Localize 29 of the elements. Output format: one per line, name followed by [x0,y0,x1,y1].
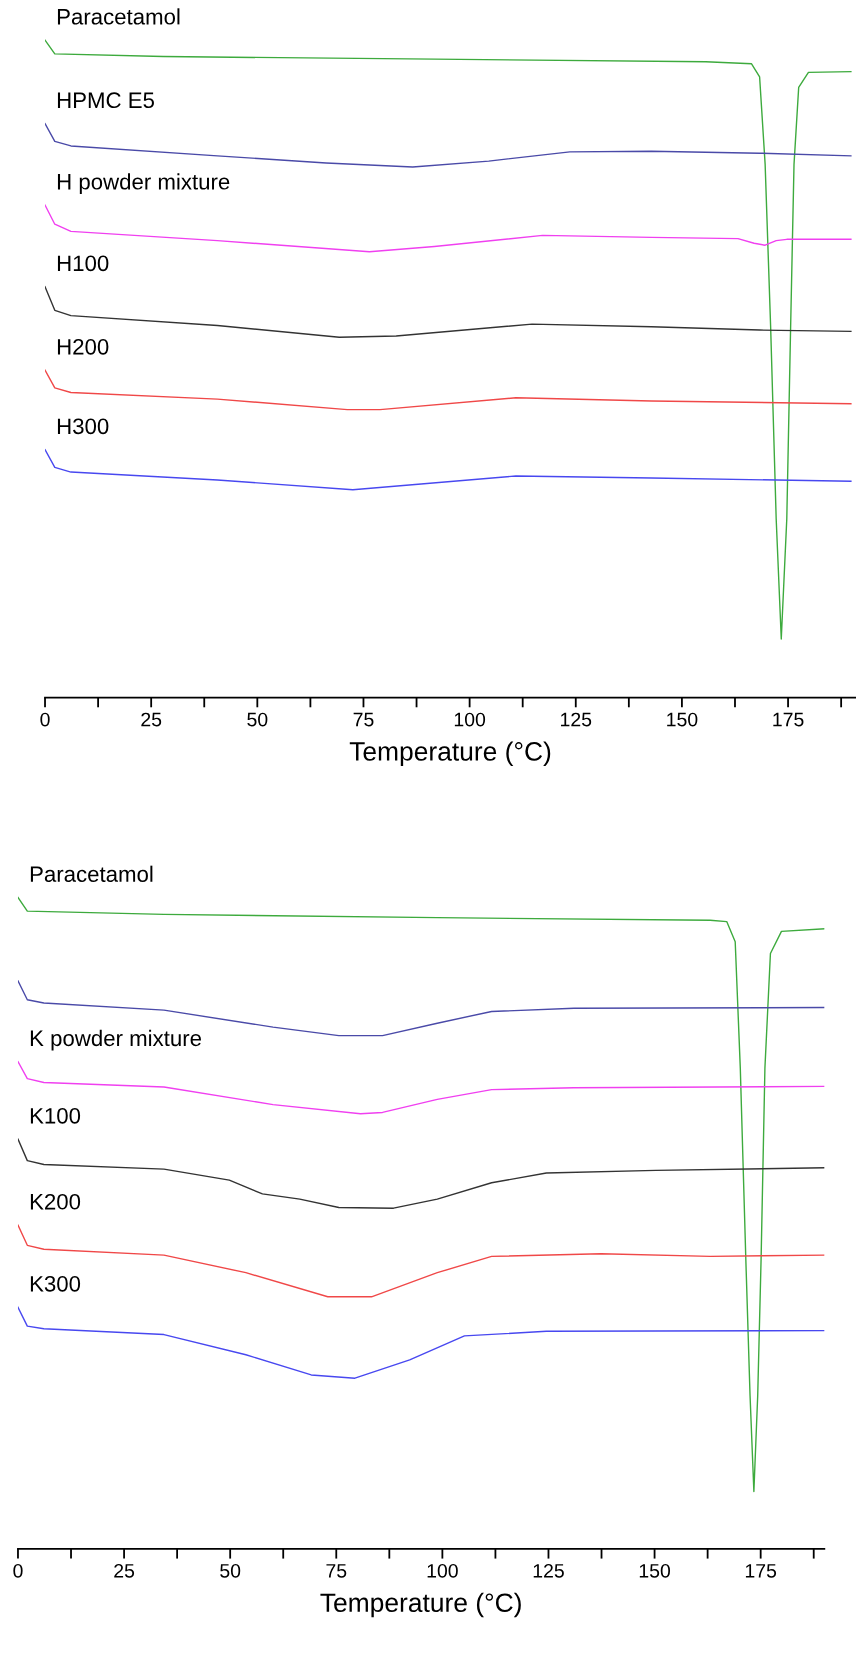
x-axis-title: Temperature (°C) [349,741,551,766]
series-label: Paracetamol [30,865,153,882]
x-tick-label: 100 [427,1563,458,1578]
series-label: K100 [30,1107,81,1124]
x-axis-title: Temperature (°C) [320,1592,521,1618]
series-label: H powder mixture [57,173,230,195]
series-label: Paracetamol [57,8,180,25]
x-tick-label: 100 [454,712,486,727]
x-tick-label: 25 [114,1563,135,1578]
x-tick-label: 50 [247,712,268,727]
x-tick-label: 150 [639,1563,671,1578]
series-label: K powder mixture [30,1029,202,1051]
series-label: H100 [57,255,109,272]
x-tick-label: 175 [745,1564,777,1578]
series-label: H300 [57,418,109,435]
series-label: HPMC E5 [57,92,154,109]
series-label: K200 [30,1193,81,1210]
x-tick-label: 175 [773,712,804,727]
x-tick-label: 75 [353,712,374,727]
x-tick-label: 25 [141,712,162,727]
x-tick-label: 150 [667,712,698,727]
series-label: K300 [30,1275,81,1292]
series-label: H200 [57,338,109,355]
x-tick-label: 0 [13,1563,23,1578]
x-tick-label: 75 [326,1564,347,1578]
x-tick-label: 50 [220,1563,241,1578]
x-tick-label: 0 [40,712,50,727]
x-tick-label: 125 [561,712,592,727]
x-tick-label: 125 [533,1563,564,1578]
